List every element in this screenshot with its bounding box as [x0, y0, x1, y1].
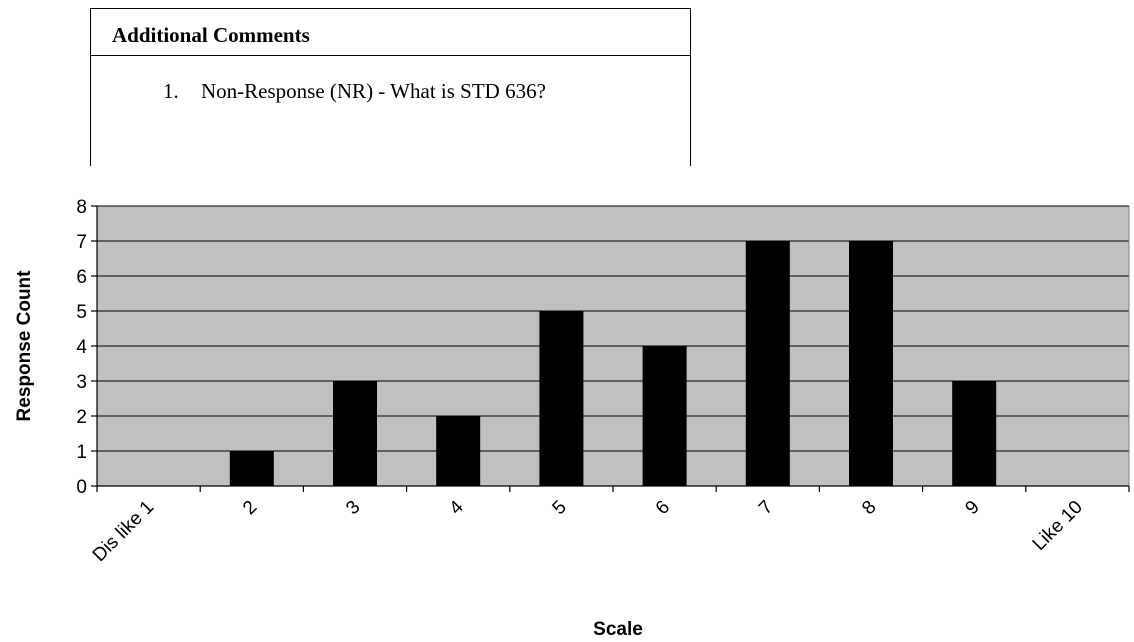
bar — [642, 346, 687, 486]
y-tick-label: 4 — [76, 337, 87, 358]
axes — [91, 205, 1130, 492]
x-tick-label: 5 — [549, 497, 571, 519]
y-tick-label: 6 — [76, 267, 87, 288]
bar — [745, 241, 790, 486]
x-tick-label: 2 — [239, 497, 261, 519]
x-tick-label: 9 — [961, 497, 983, 519]
x-tick-label: 4 — [445, 496, 468, 519]
comment-number: 1. — [163, 79, 179, 103]
x-tick-label: 6 — [652, 497, 674, 519]
bar — [436, 416, 481, 486]
response-bar-chart: 0 1 2 3 4 5 6 7 8 Dis like 1 2 3 4 5 6 7 8 9 Like 10 Resp… — [14, 197, 1130, 640]
x-axis-title: Scale — [593, 619, 643, 640]
x-tick-label: 8 — [858, 497, 880, 519]
y-tick-labels: 0 1 2 3 4 5 6 7 8 — [76, 197, 87, 498]
y-tick-label: 3 — [76, 372, 87, 393]
x-tick-label: Like 10 — [1029, 497, 1087, 555]
bar — [849, 241, 893, 486]
y-tick-label: 0 — [76, 477, 87, 498]
comment-text: Non-Response (NR) - What is STD 636? — [201, 79, 546, 103]
y-tick-label: 1 — [76, 442, 87, 463]
bar — [952, 381, 997, 486]
x-tick-labels: Dis like 1 2 3 4 5 6 7 8 9 Like 10 — [89, 496, 1087, 566]
comments-title: Additional Comments — [91, 9, 690, 56]
y-tick-label: 7 — [76, 232, 87, 253]
comment-item: 1. Non-Response (NR) - What is STD 636? — [163, 79, 546, 104]
bars — [229, 241, 997, 486]
y-tick-label: 8 — [76, 197, 87, 218]
x-tick-label: 7 — [755, 497, 777, 519]
y-tick-label: 5 — [76, 302, 87, 323]
additional-comments-box: Additional Comments 1. Non-Response (NR) … — [90, 8, 691, 166]
bar — [229, 451, 274, 486]
y-tick-label: 2 — [76, 407, 87, 428]
bar — [333, 381, 377, 486]
bar — [539, 311, 584, 486]
x-tick-label: 3 — [342, 497, 364, 519]
y-axis-title: Response Count — [14, 270, 35, 422]
x-tick-label: Dis like 1 — [89, 497, 158, 566]
